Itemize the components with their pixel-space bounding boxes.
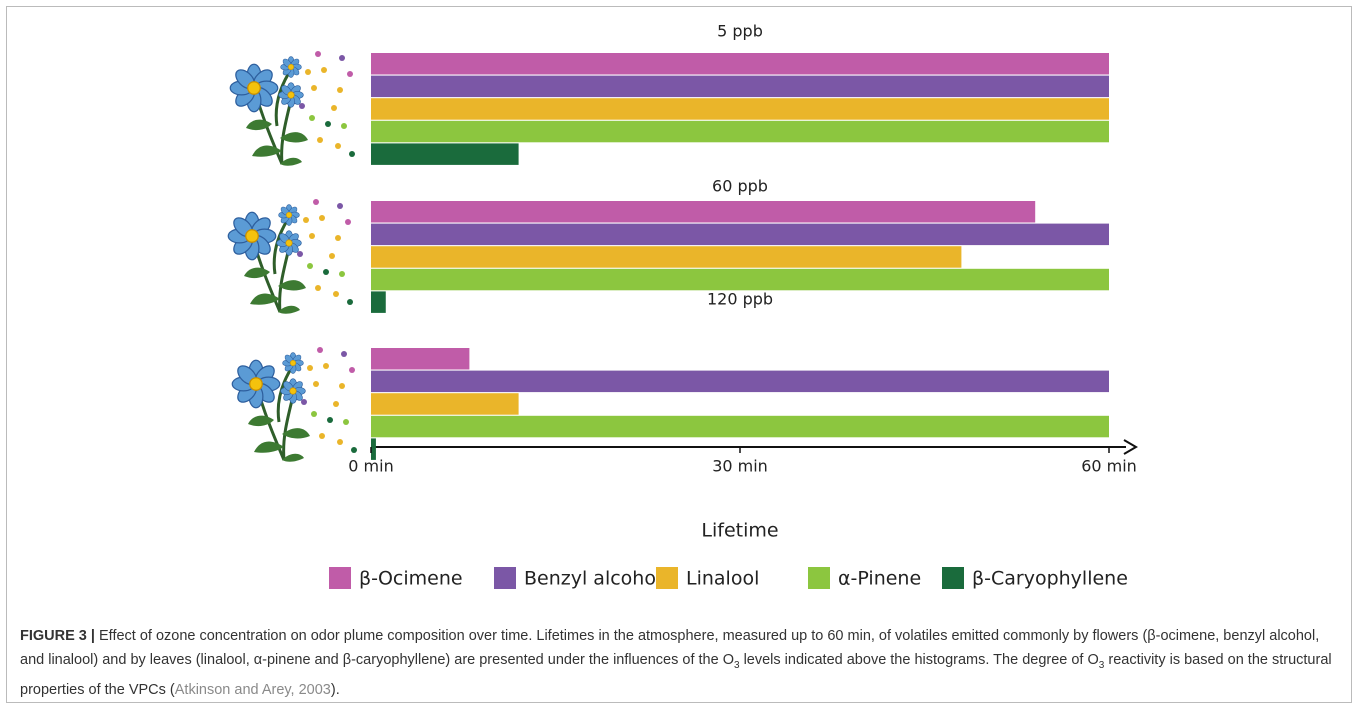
legend-label: Benzyl alcohol <box>524 568 661 590</box>
flower-illustration <box>228 199 353 314</box>
flower-illustration <box>230 51 355 166</box>
caption-text: ). <box>330 681 340 698</box>
caption-text: Effect of ozone concentration on odor pl… <box>20 628 1320 668</box>
flower-illustration <box>232 347 357 462</box>
bar <box>371 143 519 165</box>
legend-label: β-Ocimene <box>359 568 463 590</box>
subscript: 3 <box>733 659 740 671</box>
legend-swatch <box>656 567 678 589</box>
x-axis-arrow <box>1123 439 1138 455</box>
panel-title: 60 ppb <box>712 177 768 196</box>
legend-swatch <box>808 567 830 589</box>
caption: FIGURE 3 | Effect of ozone concentration… <box>20 624 1340 702</box>
legend-swatch <box>494 567 516 589</box>
legend-label: α-Pinene <box>838 568 921 590</box>
caption-text: levels indicated above the histograms. T… <box>739 652 1099 668</box>
bar <box>371 438 376 460</box>
citation-link[interactable]: Atkinson and Arey, 2003 <box>174 681 331 698</box>
bar <box>371 370 1109 393</box>
bar <box>371 415 1109 438</box>
legend-label: β-Caryophyllene <box>972 568 1128 590</box>
legend-swatch <box>329 567 351 589</box>
bar <box>371 98 1109 120</box>
bar <box>371 268 1109 291</box>
bar <box>371 223 1109 246</box>
caption-label: FIGURE 3 | <box>20 628 95 644</box>
x-axis-label: Lifetime <box>701 520 778 542</box>
chart: Lifetime 5 ppb 60 ppb 120 ppb 0 min 30 min 60… <box>0 22 1138 590</box>
panel-title: 5 ppb <box>717 22 763 41</box>
figure-frame <box>6 6 1352 703</box>
x-tick-label: 60 min <box>1081 457 1137 476</box>
caption-text: reactivity is based on the structural pr… <box>20 652 1332 698</box>
bar <box>371 53 1109 75</box>
bar <box>371 393 519 415</box>
x-tick-label: 30 min <box>712 457 768 476</box>
bar <box>371 246 962 268</box>
legend-swatch <box>942 567 964 589</box>
bar <box>371 348 470 370</box>
x-tick-label: 0 min <box>348 457 393 476</box>
panel-title: 120 ppb <box>707 290 773 309</box>
bar <box>371 75 1109 98</box>
bar <box>371 201 1036 223</box>
subscript: 3 <box>1098 659 1105 671</box>
bar <box>371 291 386 313</box>
legend-label: Linalool <box>686 568 759 590</box>
bar <box>371 120 1109 143</box>
